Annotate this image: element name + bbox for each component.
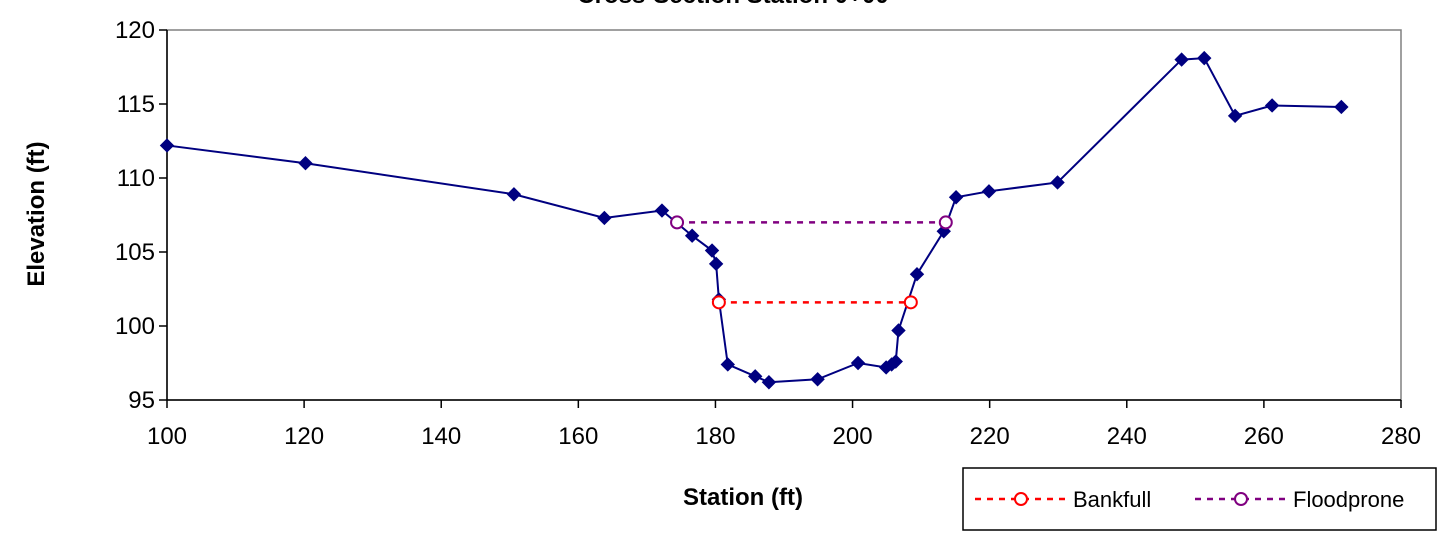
x-tick-label: 260 <box>1244 423 1284 450</box>
data-point-marker <box>711 295 726 310</box>
chart-title: Cross-Section Station 0+00 <box>577 0 888 9</box>
legend-swatch-marker <box>1234 492 1248 506</box>
data-point-marker <box>1264 98 1280 113</box>
y-tick-label: 120 <box>115 17 155 44</box>
data-point-marker <box>747 369 763 384</box>
data-point-marker <box>684 228 700 243</box>
y-tick-label: 100 <box>115 313 155 340</box>
legend-label: Floodprone <box>1293 487 1404 512</box>
x-axis-ticks: 100 120 140 160 180 200 220 240 260 280 <box>147 400 1421 450</box>
x-tick-label: 240 <box>1107 423 1147 450</box>
x-tick-label: 220 <box>970 423 1010 450</box>
x-axis-label: Station (ft) <box>683 484 803 511</box>
data-point-marker <box>704 243 720 258</box>
data-point-marker <box>597 210 612 226</box>
data-point-marker <box>1197 50 1212 66</box>
data-point-marker <box>720 357 735 372</box>
data-point-marker <box>761 375 777 390</box>
data-point-marker <box>810 372 825 387</box>
data-point-marker <box>1334 99 1349 115</box>
data-point-marker <box>1174 52 1189 67</box>
data-point-marker <box>981 184 997 199</box>
x-tick-label: 280 <box>1381 423 1421 450</box>
data-point-marker <box>903 295 918 310</box>
x-tick-label: 200 <box>833 423 873 450</box>
data-point-marker <box>708 256 724 272</box>
y-axis-ticks: 95 100 105 110 115 120 <box>115 17 167 414</box>
data-point-marker <box>938 215 953 230</box>
y-tick-label: 115 <box>117 91 155 118</box>
data-point-marker <box>506 187 522 202</box>
data-point-marker <box>850 355 866 371</box>
data-point-marker <box>298 155 313 171</box>
legend-label: Bankfull <box>1073 487 1151 512</box>
x-tick-label: 160 <box>558 423 598 450</box>
series-layer <box>159 50 1349 390</box>
data-point-marker <box>1050 175 1065 190</box>
data-point-marker <box>948 190 964 205</box>
legend-items: Bankfull Floodprone <box>975 487 1404 512</box>
y-axis-label: Elevation (ft) <box>23 141 50 286</box>
data-point-marker <box>891 323 906 338</box>
y-tick-label: 95 <box>128 387 155 414</box>
x-tick-label: 100 <box>147 423 187 450</box>
data-point-marker <box>654 203 670 218</box>
data-point-marker <box>159 138 175 153</box>
y-tick-label: 110 <box>117 165 155 192</box>
y-tick-label: 105 <box>115 239 155 266</box>
data-point-marker <box>909 266 925 282</box>
legend-swatch-marker <box>1014 492 1028 506</box>
data-point-marker <box>1227 108 1243 124</box>
x-tick-label: 120 <box>284 423 324 450</box>
x-tick-label: 140 <box>421 423 461 450</box>
x-tick-label: 180 <box>695 423 735 450</box>
legend: Bankfull Floodprone <box>962 467 1437 531</box>
data-point-marker <box>888 354 903 369</box>
data-point-marker <box>670 215 685 230</box>
